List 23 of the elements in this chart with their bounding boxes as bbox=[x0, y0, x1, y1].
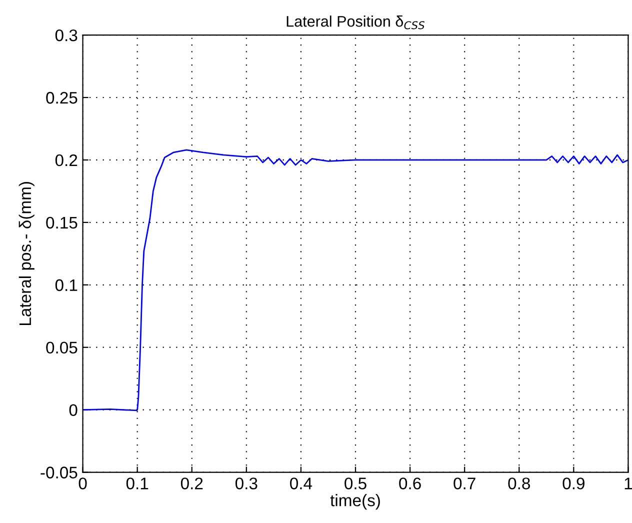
y-tick-label: 0.2 bbox=[55, 154, 78, 166]
y-tick-label: -0.05 bbox=[40, 466, 78, 478]
x-tick-label: 0.3 bbox=[235, 478, 258, 490]
x-tick-label: 0.5 bbox=[344, 478, 366, 490]
y-tick-label: 0 bbox=[69, 404, 78, 416]
x-tick-label: 0.9 bbox=[562, 478, 584, 490]
y-axis-title: Lateral pos.- δ(mm) bbox=[18, 182, 34, 325]
line-series bbox=[82, 149, 628, 412]
x-tick-label: 0.1 bbox=[126, 478, 148, 490]
y-tick-label: 0.05 bbox=[46, 342, 78, 354]
x-tick-label: 0.4 bbox=[290, 478, 312, 490]
y-tick-label: 0.25 bbox=[46, 92, 78, 104]
x-tick-label: 0.7 bbox=[454, 478, 476, 490]
chart-title: Lateral Position δ$_{CSS}$ bbox=[286, 16, 425, 30]
x-tick-label: 1 bbox=[624, 478, 632, 490]
x-tick-label: 0.2 bbox=[180, 478, 203, 490]
x-axis-title: time(s) bbox=[330, 494, 380, 510]
x-tick-label: 0 bbox=[78, 478, 87, 490]
x-tick-label: 0.8 bbox=[508, 478, 530, 490]
y-tick-label: 0.15 bbox=[46, 216, 78, 229]
y-tick-label: 0.1 bbox=[55, 279, 78, 292]
y-tick-label: 0.3 bbox=[55, 29, 78, 42]
x-tick-label: 0.6 bbox=[399, 478, 421, 490]
